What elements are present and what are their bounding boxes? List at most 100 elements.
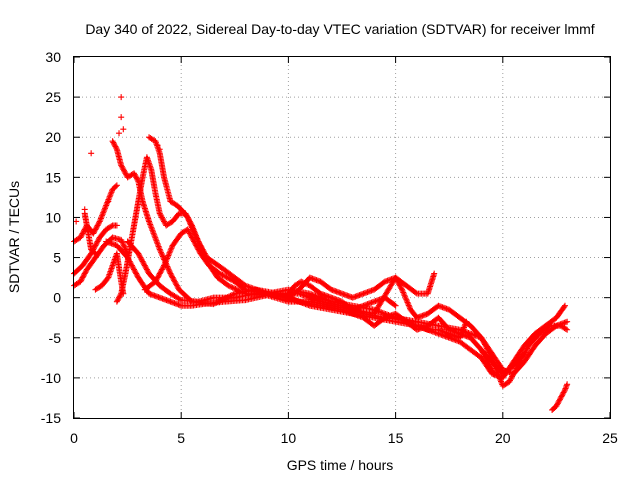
data-point-marker xyxy=(131,170,138,177)
data-point-marker xyxy=(399,288,406,295)
data-point-marker xyxy=(116,130,123,137)
data-point-marker xyxy=(92,226,99,233)
data-point-marker xyxy=(191,230,198,237)
data-point-marker xyxy=(403,298,410,305)
data-point-marker xyxy=(95,237,102,244)
data-point-marker xyxy=(228,283,235,290)
data-point-marker xyxy=(112,183,119,190)
data-point-marker xyxy=(138,257,145,264)
data-point-marker xyxy=(561,303,568,310)
data-point-marker xyxy=(405,300,412,307)
data-point-marker xyxy=(81,227,88,234)
data-point-marker xyxy=(187,220,194,227)
data-point-marker xyxy=(133,270,140,277)
data-point-marker xyxy=(176,296,183,303)
data-point-marker xyxy=(81,206,88,213)
data-point-marker xyxy=(128,262,135,269)
x-axis-label: GPS time / hours xyxy=(287,457,394,473)
data-point-marker xyxy=(298,278,305,285)
data-point-marker xyxy=(156,146,163,153)
data-point-marker xyxy=(166,269,173,276)
data-point-marker xyxy=(164,255,171,262)
data-point-marker xyxy=(95,221,102,228)
data-point-marker xyxy=(478,346,485,353)
data-point-marker xyxy=(192,233,199,240)
data-point-marker xyxy=(109,138,116,145)
data-point-marker xyxy=(193,235,200,242)
data-point-marker xyxy=(126,258,133,265)
data-point-marker xyxy=(160,263,167,270)
data-point-marker xyxy=(77,278,84,285)
data-point-marker xyxy=(556,397,563,404)
data-point-marker xyxy=(560,389,567,396)
data-point-marker xyxy=(132,172,139,179)
data-point-marker xyxy=(77,234,84,241)
data-point-marker xyxy=(479,349,486,356)
y-tick-label: -10 xyxy=(41,370,61,386)
data-point-marker xyxy=(486,362,493,369)
data-point-marker xyxy=(140,259,147,266)
data-point-marker xyxy=(118,94,125,101)
data-point-marker xyxy=(162,259,169,266)
data-point-marker xyxy=(165,252,172,259)
data-point-marker xyxy=(138,255,145,262)
data-point-marker xyxy=(133,174,140,181)
data-point-marker xyxy=(401,292,408,299)
y-tick-label: 15 xyxy=(45,169,61,185)
data-point-marker xyxy=(195,238,202,245)
data-point-marker xyxy=(196,241,203,248)
data-point-marker xyxy=(120,242,127,249)
data-point-marker xyxy=(156,210,163,217)
data-point-marker xyxy=(114,297,121,304)
data-point-marker xyxy=(111,142,118,149)
x-tick-label: 10 xyxy=(281,430,297,446)
series-track-2 xyxy=(71,222,120,277)
grid xyxy=(74,57,610,418)
data-point-marker xyxy=(158,249,165,256)
data-point-marker xyxy=(133,271,140,278)
data-point-marker xyxy=(132,269,139,276)
data-point-marker xyxy=(564,326,571,333)
data-point-marker xyxy=(168,273,175,280)
data-point-marker xyxy=(231,285,238,292)
x-tick-label: 0 xyxy=(70,430,78,446)
data-point-marker xyxy=(110,139,117,146)
data-point-marker xyxy=(156,270,163,277)
data-point-marker xyxy=(171,277,178,284)
data-point-marker xyxy=(400,290,407,297)
data-point-marker xyxy=(488,365,495,372)
data-point-marker xyxy=(161,218,168,225)
data-point-marker xyxy=(96,219,103,226)
data-point-marker xyxy=(139,258,146,265)
data-point-marker xyxy=(131,171,138,178)
data-point-marker xyxy=(82,269,89,276)
data-point-marker xyxy=(80,273,87,280)
y-tick-label: 25 xyxy=(45,89,61,105)
series-track-4 xyxy=(81,210,99,257)
data-point-marker xyxy=(235,287,242,294)
data-point-marker xyxy=(108,223,115,230)
data-point-marker xyxy=(120,126,127,133)
data-point-marker xyxy=(94,238,101,245)
y-tick-label: 20 xyxy=(45,129,61,145)
data-point-marker xyxy=(303,281,310,288)
y-tick-label: 0 xyxy=(53,290,61,306)
data-point-marker xyxy=(164,253,171,260)
data-point-marker xyxy=(165,251,172,258)
data-point-marker xyxy=(404,299,411,306)
data-point-marker xyxy=(489,366,496,373)
data-point-marker xyxy=(163,256,170,263)
data-point-marker xyxy=(159,265,166,272)
data-point-marker xyxy=(141,261,148,268)
data-point-marker xyxy=(127,259,134,266)
data-point-marker xyxy=(121,243,128,250)
data-point-marker xyxy=(172,279,179,286)
data-point-marker xyxy=(398,285,405,292)
data-point-marker xyxy=(92,242,99,249)
data-point-marker xyxy=(135,250,142,257)
data-point-marker xyxy=(479,348,486,355)
data-point-marker xyxy=(399,286,406,293)
data-point-marker xyxy=(164,264,171,271)
data-point-marker xyxy=(162,258,169,265)
